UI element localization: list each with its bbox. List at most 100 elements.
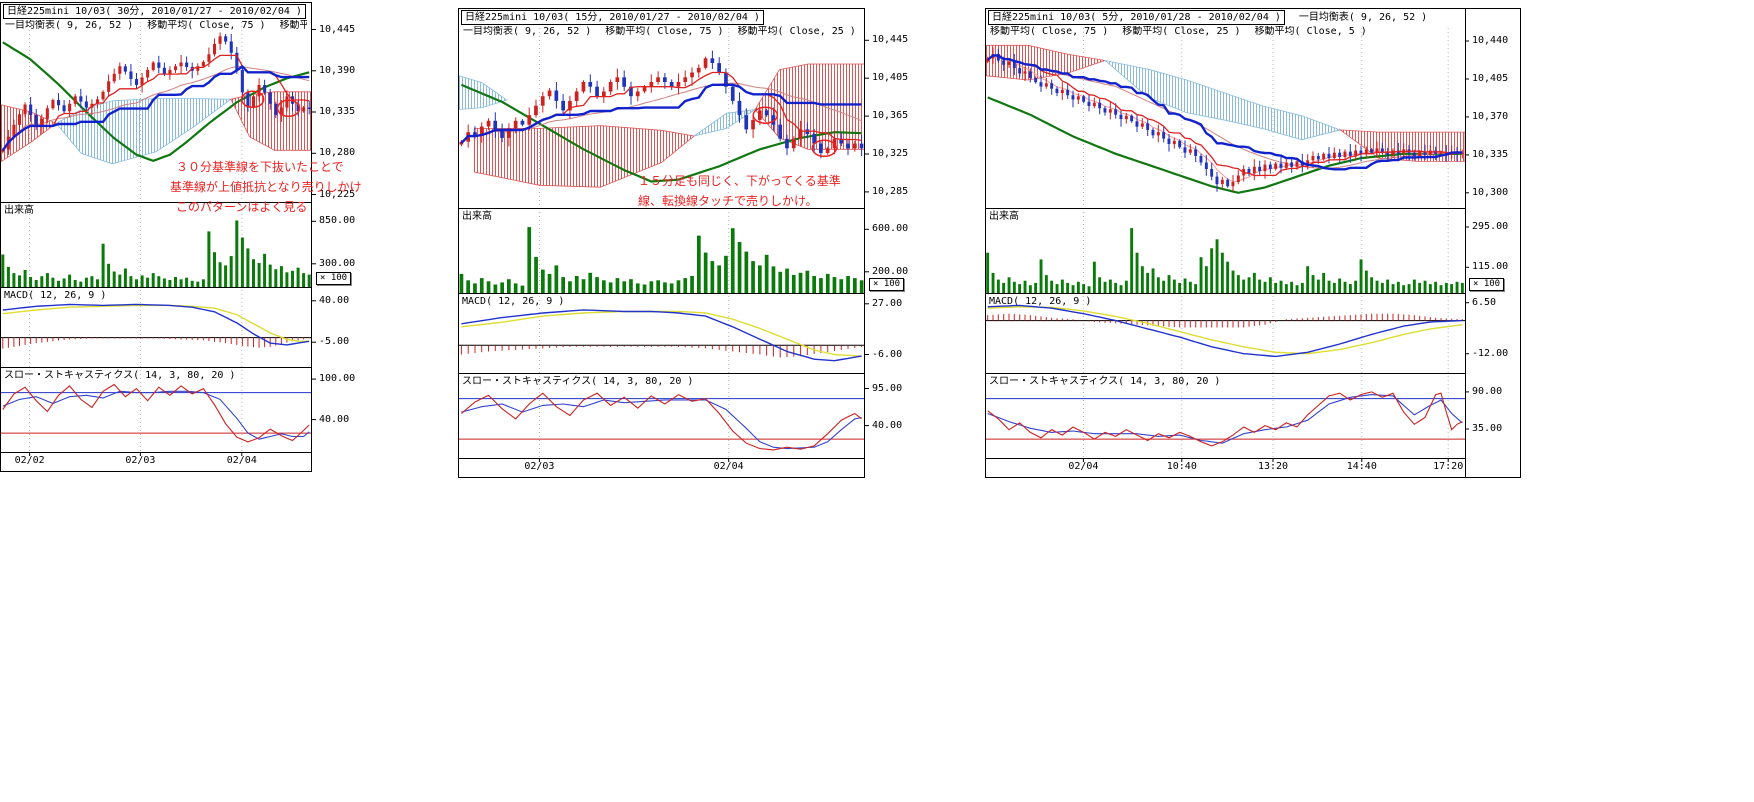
price-tick-label: 10,370 [1472, 110, 1509, 122]
kijun-line [460, 83, 862, 144]
frame-lines [985, 8, 1521, 478]
annotation-text: 線、転換線タッチで売りしかけ。 [638, 194, 818, 208]
annotation-text: １５分足も同じく、下がってくる基準 [638, 174, 841, 188]
chart-panel-nikkei225mini-5min: 日経225mini 10/03( 5分, 2010/01/28 - 2010/0… [985, 8, 1521, 478]
annotation-circle [276, 99, 301, 118]
x-axis-label: 17:20 [1433, 461, 1464, 472]
ichimoku-cloud [0, 91, 312, 165]
indicator-label: 一目均衡表( 9, 26, 52 ) [1298, 11, 1428, 23]
title-row: 日経225mini 10/03( 30分, 2010/01/27 - 2010/… [3, 4, 306, 19]
price-tick-label: 10,445 [319, 23, 356, 35]
annotation-text: ３０分基準線を下抜いたことで [176, 160, 344, 174]
indicator-row: 一目均衡表( 9, 26, 52 ) 移動平均( Close, 75 ) 移動平均(… [5, 20, 307, 32]
stochastics-plot [458, 392, 865, 451]
macd-section-label: MACD( 12, 26, 9 ) [462, 296, 565, 307]
price-tick-label: 10,300 [1472, 186, 1509, 198]
macd-line [2, 303, 310, 346]
x-axis-label: 02/03 [524, 461, 555, 472]
stoch-k-line [987, 391, 1463, 447]
volume-section-label: 出来高 [989, 211, 1019, 222]
x-axis-label: 02/04 [226, 455, 257, 466]
annotation-circle [240, 90, 265, 109]
price-tick-label: 10,365 [872, 110, 909, 122]
volume-bars [1, 220, 311, 287]
macd-tick-label: -5.00 [319, 336, 350, 348]
stoch-d-line [987, 394, 1463, 444]
chart-canvas [985, 8, 1521, 478]
price-tick-label: 10,390 [319, 64, 356, 76]
ma-75-line [987, 96, 1463, 194]
stochastics-plot [985, 391, 1465, 447]
indicator-label: 移動平均( Close, 25 ) [737, 26, 856, 37]
indicator-label: 移動平均( Close, 25 ) [1122, 26, 1241, 37]
macd-line [987, 304, 1463, 358]
x-axis-label: 02/03 [125, 455, 156, 466]
macd-signal-line [987, 306, 1463, 355]
x-axis-label: 02/04 [713, 461, 744, 472]
price-tick-label: 10,405 [872, 72, 909, 84]
stoch-d-line [461, 399, 862, 450]
volume-tick-label: 300.00 [319, 257, 356, 269]
volume-multiplier-box: × 100 [869, 278, 905, 291]
plot-layer [458, 28, 865, 458]
ma-25-line [2, 66, 310, 150]
indicator-label: 移動平均( Close, 75 ) [990, 26, 1109, 37]
indicator-label: 移動平均( Close, 25 ) [279, 20, 307, 31]
x-axis-label: 02/02 [14, 455, 45, 466]
macd-plot [985, 304, 1465, 358]
volume-tick-label: 200.00 [872, 265, 909, 277]
volume-bars [459, 227, 864, 294]
chart-canvas [458, 8, 869, 478]
macd-signal-line [2, 304, 310, 342]
chart-panel-nikkei225mini-15min: 日経225mini 10/03( 15分, 2010/01/27 - 2010/… [458, 8, 941, 478]
volume-section-label: 出来高 [462, 211, 492, 222]
price-tick-label: 10,440 [1472, 35, 1509, 46]
stochastics-section-label: スロー・ストキャスティクス( 14, 3, 80, 20 ) [462, 376, 694, 387]
frame-lines [458, 8, 869, 478]
macd-section-label: MACD( 12, 26, 9 ) [4, 290, 107, 301]
title-row: 日経225mini 10/03( 15分, 2010/01/27 - 2010/… [461, 10, 764, 25]
plot-layer [985, 28, 1465, 458]
candles-layer [459, 50, 864, 159]
stoch-k-line [461, 392, 862, 451]
indicator-row: 一目均衡表( 9, 26, 52 ) 移動平均( Close, 75 ) 移動平均(… [463, 26, 860, 38]
ma-25-line [987, 55, 1463, 169]
stochastics-plot [0, 383, 312, 443]
macd-tick-label: -6.00 [872, 348, 903, 360]
stochastics-section-label: スロー・ストキャスティクス( 14, 3, 80, 20 ) [989, 376, 1221, 387]
stochastics-tick-label: 90.00 [1472, 385, 1503, 397]
x-axis-label: 02/04 [1068, 461, 1099, 472]
price-tick-label: 10,225 [319, 188, 356, 200]
macd-tick-label: 6.50 [1472, 296, 1497, 308]
annotation-text: 基準線が上値抵抗となり売りしかけ [170, 180, 362, 194]
indicator-label: 移動平均( Close, 75 ) [147, 20, 266, 31]
indicator-label: 移動平均( Close, 5 ) [1254, 26, 1367, 37]
stochastics-section-label: スロー・ストキャスティクス( 14, 3, 80, 20 ) [4, 370, 236, 381]
volume-bars [986, 228, 1464, 293]
price-tick-label: 10,445 [872, 34, 909, 46]
chart-panel-nikkei225mini-30min: 日経225mini 10/03( 30分, 2010/01/27 - 2010/… [0, 2, 388, 472]
x-axis-label: 14:40 [1346, 461, 1377, 472]
price-tick-label: 10,285 [872, 185, 909, 197]
title-row: 日経225mini 10/03( 5分, 2010/01/28 - 2010/0… [988, 10, 1427, 25]
kijun-line [986, 54, 1463, 171]
price-tick-label: 10,405 [1472, 72, 1509, 84]
stoch-d-line [2, 390, 310, 440]
annotation-circle [752, 106, 779, 124]
volume-tick-label: 295.00 [1472, 221, 1509, 232]
stochastics-tick-label: 40.00 [319, 413, 350, 425]
ichimoku-cloud [458, 63, 865, 188]
chart-canvas [0, 2, 316, 472]
price-tick-label: 10,335 [1472, 148, 1509, 160]
macd-tick-label: 27.00 [872, 297, 903, 309]
volume-multiplier-box: × 100 [316, 272, 352, 285]
x-axis-label: 10:40 [1166, 461, 1197, 472]
macd-signal-line [461, 310, 862, 357]
stochastics-tick-label: 95.00 [872, 382, 903, 394]
volume-tick-label: 115.00 [1472, 261, 1509, 273]
macd-tick-label: 40.00 [319, 294, 350, 306]
macd-plot [0, 303, 312, 349]
stochastics-tick-label: 35.00 [1472, 422, 1503, 434]
x-axis-label: 13:20 [1257, 461, 1289, 472]
